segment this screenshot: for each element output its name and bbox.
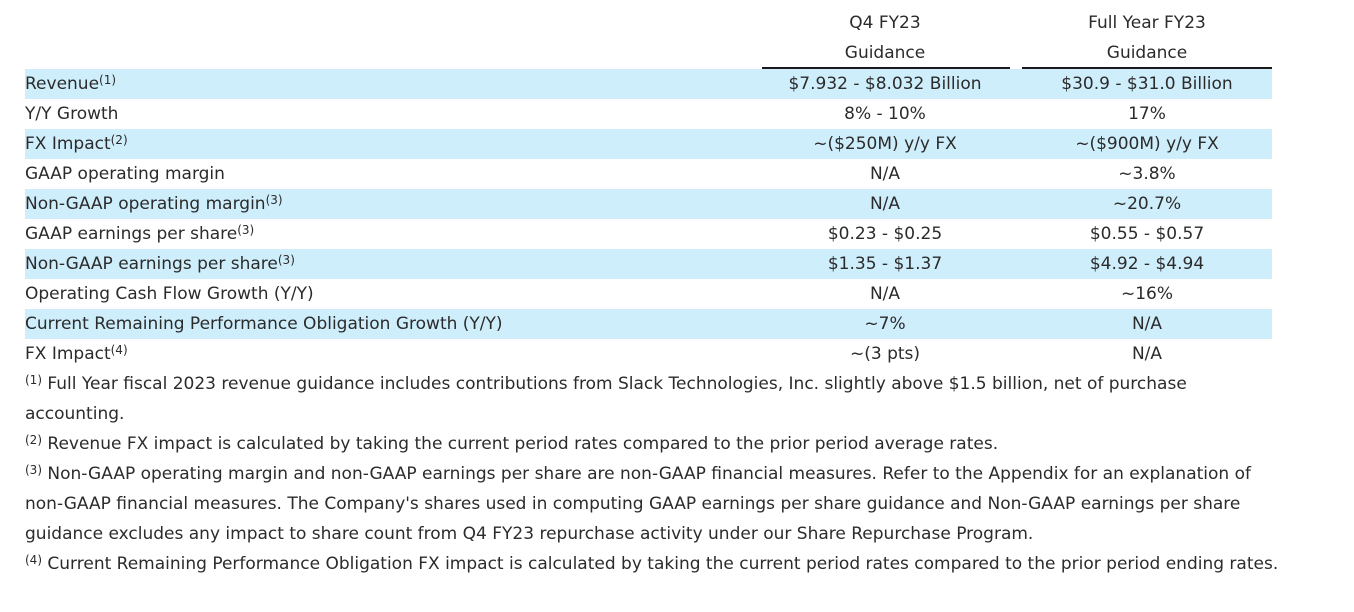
row-label: GAAP operating margin [25, 164, 225, 184]
row-label-cell: Operating Cash Flow Growth (Y/Y) [25, 279, 760, 309]
fy-value: $0.55 - $0.57 [1089, 224, 1205, 244]
footnote-mark: (1) [25, 373, 42, 387]
q4-header-line1: Q4 FY23 [849, 13, 921, 33]
row-label: Non-GAAP operating margin [25, 194, 266, 214]
row-label-cell: FX Impact(2) [25, 129, 760, 159]
fy-value: ~($900M) y/y FX [1022, 129, 1272, 159]
fy-header-rule [1022, 67, 1272, 69]
q4-value: ~(3 pts) [849, 344, 921, 364]
row-label: Non-GAAP earnings per share [25, 254, 278, 274]
q4-value: $0.23 - $0.25 [827, 224, 943, 244]
footnote-mark: (2) [25, 433, 42, 447]
fy-header-line2: Guidance [1106, 43, 1188, 63]
q4-value: N/A [869, 284, 901, 304]
row-label: Y/Y Growth [25, 104, 119, 124]
row-label-cell: Y/Y Growth [25, 99, 760, 129]
table-row: FX Impact(2) ~($250M) y/y FX ~($900M) y/… [25, 129, 1272, 159]
fy-value: ~20.7% [1022, 189, 1272, 219]
q4-value: $1.35 - $1.37 [760, 249, 1010, 279]
footnote-ref: (3) [265, 193, 283, 207]
row-label-cell: GAAP earnings per share(3) [25, 219, 760, 249]
table-row: Y/Y Growth 8% - 10% 17% [25, 99, 1272, 129]
footnote-mark: (3) [25, 463, 42, 477]
table-row: Non-GAAP operating margin(3) N/A ~20.7% [25, 189, 1272, 219]
footnote-text: Non-GAAP operating margin and non-GAAP e… [25, 464, 1251, 544]
row-label: GAAP earnings per share [25, 224, 238, 244]
table-row: Operating Cash Flow Growth (Y/Y) N/A ~16… [25, 279, 1272, 309]
row-label-cell: Revenue(1) [25, 69, 760, 99]
row-label-cell: Non-GAAP operating margin(3) [25, 189, 760, 219]
q4-value: ~($250M) y/y FX [760, 129, 1010, 159]
table-row: FX Impact(4) ~(3 pts) N/A [25, 339, 1272, 369]
q4-value: N/A [760, 189, 1010, 219]
footnote: (2) Revenue FX impact is calculated by t… [25, 429, 1285, 459]
row-label-cell: Current Remaining Performance Obligation… [25, 309, 760, 339]
table-row: Revenue(1) $7.932 - $8.032 Billion $30.9… [25, 69, 1272, 99]
q4-value: N/A [869, 164, 901, 184]
q4-value: $7.932 - $8.032 Billion [760, 69, 1010, 99]
footnote-ref: (1) [99, 73, 117, 87]
footnote-ref: (2) [110, 133, 128, 147]
q4-value: ~7% [760, 309, 1010, 339]
footnote-text: Full Year fiscal 2023 revenue guidance i… [25, 374, 1187, 424]
fy-value: $4.92 - $4.94 [1022, 249, 1272, 279]
q4-value: 8% - 10% [844, 104, 926, 124]
row-label: Operating Cash Flow Growth (Y/Y) [25, 284, 314, 304]
row-label: Revenue [25, 74, 100, 94]
footnote-ref: (3) [237, 223, 255, 237]
table-row: GAAP operating margin N/A ~3.8% [25, 159, 1272, 189]
q4-header-rule [762, 67, 1010, 69]
footnote-ref: (3) [277, 253, 295, 267]
fy-value: ~16% [1120, 284, 1174, 304]
table-row: GAAP earnings per share(3) $0.23 - $0.25… [25, 219, 1272, 249]
row-label-cell: FX Impact(4) [25, 339, 760, 369]
row-label-cell: GAAP operating margin [25, 159, 760, 189]
table-row: Current Remaining Performance Obligation… [25, 309, 1272, 339]
footnote-text: Current Remaining Performance Obligation… [42, 554, 1279, 574]
footnotes: (1) Full Year fiscal 2023 revenue guidan… [25, 369, 1285, 579]
fy-value: 17% [1128, 104, 1166, 124]
fy-value: N/A [1022, 309, 1272, 339]
row-label: FX Impact [25, 134, 111, 154]
row-label-cell: Non-GAAP earnings per share(3) [25, 249, 760, 279]
row-label: Current Remaining Performance Obligation… [25, 314, 503, 334]
row-label: FX Impact [25, 344, 111, 364]
footnote: (1) Full Year fiscal 2023 revenue guidan… [25, 369, 1285, 429]
footnote: (4) Current Remaining Performance Obliga… [25, 549, 1285, 579]
fy-value: $30.9 - $31.0 Billion [1022, 69, 1272, 99]
q4-header-line2: Guidance [844, 43, 926, 63]
footnote: (3) Non-GAAP operating margin and non-GA… [25, 459, 1285, 549]
fy-header-line1: Full Year FY23 [1088, 13, 1206, 33]
footnote-ref: (4) [110, 343, 128, 357]
footnote-mark: (4) [25, 553, 42, 567]
fy-value: ~3.8% [1118, 164, 1176, 184]
table-row: Non-GAAP earnings per share(3) $1.35 - $… [25, 249, 1272, 279]
footnote-text: Revenue FX impact is calculated by takin… [42, 434, 999, 454]
fy-value: N/A [1131, 344, 1163, 364]
guidance-table: Revenue(1) $7.932 - $8.032 Billion $30.9… [25, 69, 1272, 369]
